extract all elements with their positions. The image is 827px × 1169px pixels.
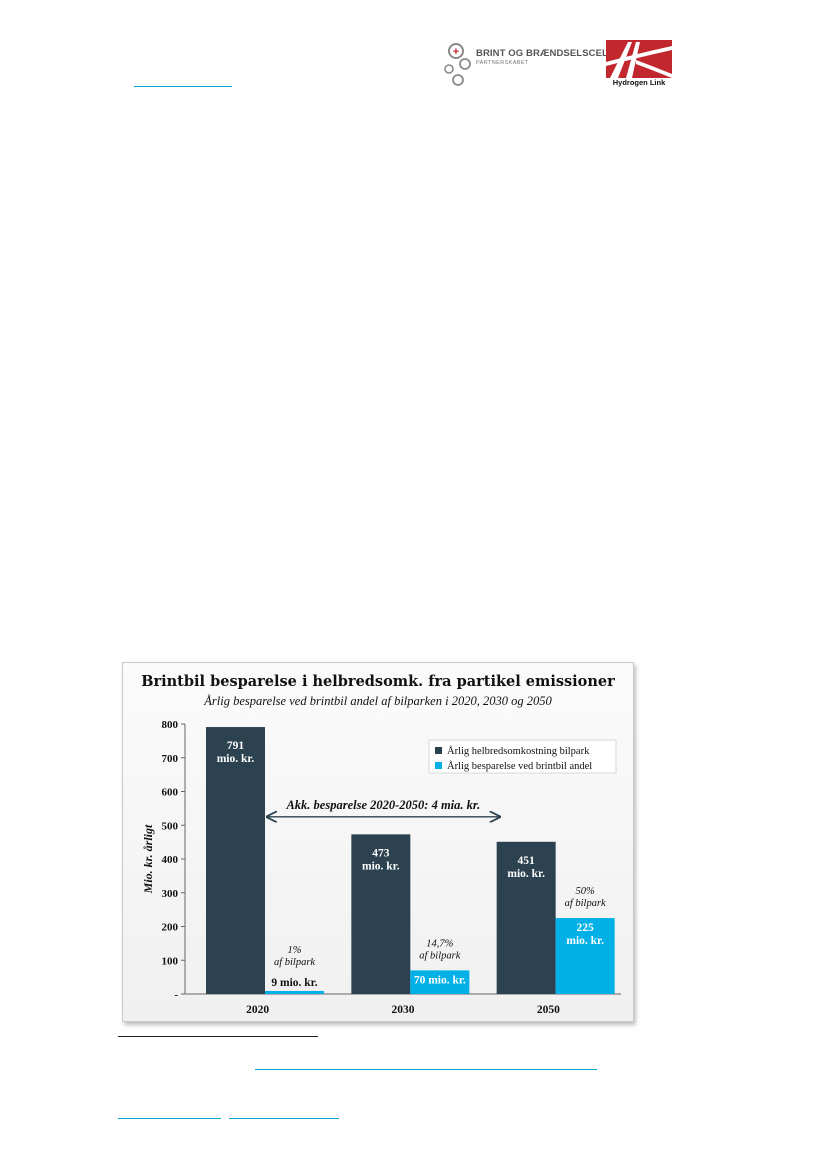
brint-logo-plus: +	[453, 46, 459, 58]
data-label-2020-dark: mio. kr.	[217, 753, 255, 765]
y-tick-label: 400	[162, 854, 179, 866]
data-label-2020-light: 9 mio. kr.	[271, 977, 317, 989]
y-tick-label: -	[174, 989, 178, 1001]
hydrogen-link-logo: Hydrogen Link	[606, 40, 672, 88]
data-label-2050-dark: 451	[518, 855, 536, 867]
chart-title: Brintbil besparelse i helbredsomk. fra p…	[141, 673, 615, 690]
y-tick-label: 600	[162, 787, 179, 799]
data-label-2050-light: 225	[577, 922, 595, 934]
bar-2020-helbredsomkostning	[206, 727, 265, 994]
chart-plot: - 100 200 300 400 500 600 700 800 Mio. kr. årligt…	[141, 719, 621, 1016]
data-label-2020-dark: 791	[227, 740, 245, 752]
data-label-2030-dark: 473	[372, 847, 390, 859]
x-tick-label-2020: 2020	[246, 1004, 269, 1016]
share-label-2030: 14,7%	[426, 938, 453, 949]
y-tick-label: 300	[162, 888, 179, 900]
bar-2020-besparelse	[265, 990, 324, 994]
annotation-text: Akk. besparelse 2020-2050: 4 mia. kr.	[285, 798, 480, 812]
data-label-2050-dark: mio. kr.	[507, 868, 545, 880]
y-tick-label: 800	[162, 719, 179, 731]
y-tick-label: 200	[162, 922, 179, 934]
bar-2030-besparelse	[410, 970, 470, 994]
brint-logo-name: BRINT OG BRÆNDSELSCELLER	[476, 48, 628, 59]
share-label-2020: 1%	[288, 945, 302, 956]
footer-link-underline-1[interactable]	[118, 1118, 221, 1119]
y-tick-label: 100	[162, 955, 179, 967]
data-label-2030-light: 70 mio. kr.	[414, 974, 466, 986]
bar-2050-besparelse	[555, 918, 615, 994]
y-axis-label: Mio. kr. årligt	[141, 824, 155, 894]
footnote-link-underline[interactable]	[255, 1069, 597, 1070]
brint-logo: + BRINT OG BRÆNDSELSCELLER PARTNERSKABET	[440, 40, 627, 90]
chart-subtitle: Årlig besparelse ved brintbil andel af b…	[204, 694, 552, 708]
brint-logo-bubbles-icon: +	[444, 43, 471, 86]
x-tick-label-2030: 2030	[392, 1004, 415, 1016]
brint-logo-subtitle: PARTNERSKABET	[476, 60, 529, 66]
share-label-2020: af bilpark	[274, 957, 315, 968]
bar-2030-helbredsomkostning	[351, 834, 411, 994]
y-tick-label: 500	[162, 820, 179, 832]
legend-label-1: Årlig besparelse ved brintbil andel	[447, 760, 592, 772]
hydrogen-link-emblem-icon	[606, 40, 672, 78]
data-label-2050-light: mio. kr.	[566, 935, 604, 947]
header-link-underline[interactable]	[134, 86, 232, 87]
legend-swatch-1	[435, 762, 442, 769]
y-tick-label: 700	[162, 753, 179, 765]
footnote-separator	[118, 1036, 318, 1037]
share-label-2050: af bilpark	[565, 898, 606, 909]
bar-2050-helbredsomkostning	[496, 841, 556, 994]
share-label-2030: af bilpark	[419, 950, 460, 961]
share-label-2050: 50%	[576, 886, 596, 897]
chart-container: Brintbil besparelse i helbredsomk. fra p…	[122, 662, 634, 1022]
legend-label-0: Årlig helbredsomkostning bilpark	[447, 745, 590, 757]
footer-link-underline-2[interactable]	[229, 1118, 339, 1119]
legend-box	[428, 739, 617, 774]
x-tick-label-2050: 2050	[537, 1004, 560, 1016]
data-label-2030-dark: mio. kr.	[362, 860, 400, 872]
hydrogen-link-name: Hydrogen Link	[612, 78, 666, 87]
legend-swatch-0	[435, 747, 442, 754]
